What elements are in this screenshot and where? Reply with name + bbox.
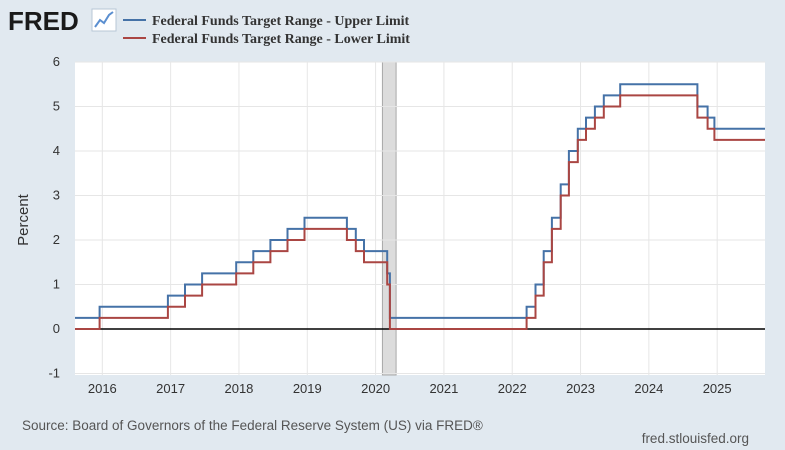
y-tick-label: 4 — [53, 143, 60, 158]
legend-label: Federal Funds Target Range - Upper Limit — [152, 14, 410, 29]
x-tick-labels: 2016 2017 2018 2019 2020 2021 2022 2023 2024 2025 — [88, 381, 732, 396]
series-line-lower-limit — [75, 94, 765, 330]
x-tick-label: 2020 — [361, 381, 390, 396]
source-note: Source: Board of Governors of the Federa… — [22, 418, 483, 433]
y-tick-label: 6 — [53, 54, 60, 69]
plot-area — [75, 62, 765, 375]
fred-logo[interactable]: FRED — [8, 6, 117, 36]
x-tick-label: 2021 — [429, 381, 458, 396]
fred-logo-text: FRED — [8, 6, 79, 36]
x-tick-label: 2018 — [224, 381, 253, 396]
y-tick-label: 0 — [53, 321, 60, 336]
fred-url-link[interactable]: fred.stlouisfed.org — [641, 431, 749, 446]
chart-legend: Federal Funds Target Range - Upper Limit… — [123, 14, 410, 47]
x-tick-label: 2024 — [634, 381, 663, 396]
y-tick-label: 3 — [53, 188, 60, 203]
y-tick-label: -1 — [48, 366, 60, 381]
y-axis-label: Percent — [15, 193, 32, 246]
legend-label: Federal Funds Target Range - Lower Limit — [152, 32, 410, 47]
grid-layer — [75, 61, 765, 375]
y-tick-labels: -1 0 1 2 3 4 5 6 — [48, 54, 60, 381]
y-tick-label: 1 — [53, 277, 60, 292]
x-tick-label: 2025 — [703, 381, 732, 396]
series-layer — [75, 83, 765, 330]
y-tick-label: 2 — [53, 232, 60, 247]
x-tick-label: 2017 — [156, 381, 185, 396]
fred-chart-icon — [91, 8, 117, 32]
x-tick-label: 2016 — [88, 381, 117, 396]
y-tick-label: 5 — [53, 99, 60, 114]
series-line-upper-limit — [75, 83, 765, 319]
x-tick-label: 2023 — [566, 381, 595, 396]
x-tick-label: 2019 — [293, 381, 322, 396]
x-tick-label: 2022 — [498, 381, 527, 396]
